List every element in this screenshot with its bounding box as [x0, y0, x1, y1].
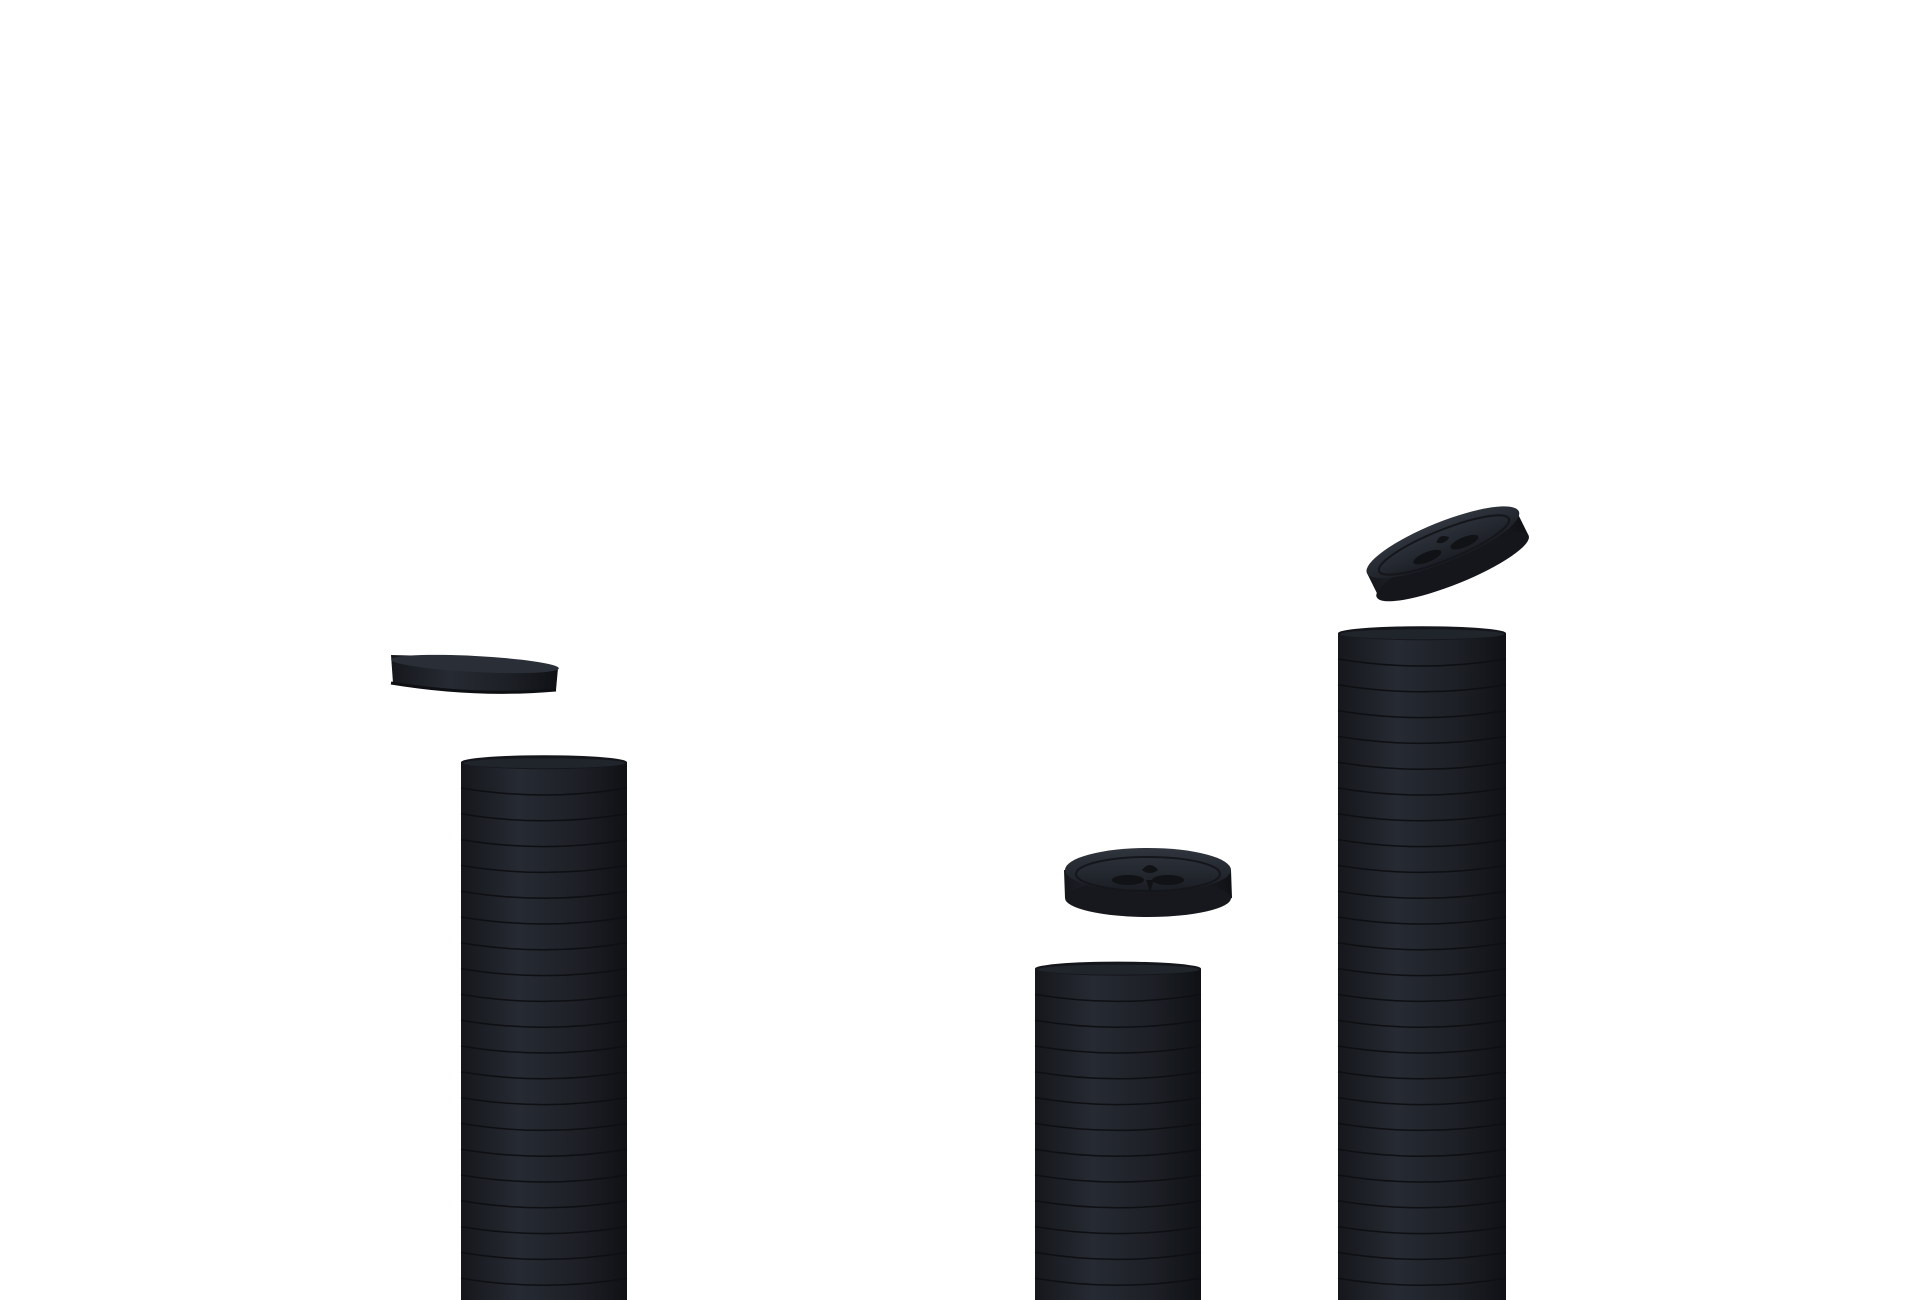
stacked-coin [460, 839, 628, 874]
stacked-coin [1337, 813, 1507, 848]
stacked-coin [460, 1046, 628, 1080]
falling-coin-left [390, 654, 559, 694]
stacked-coin [460, 942, 628, 977]
stacked-coin [1034, 1226, 1202, 1261]
coin-stack-middle [1034, 961, 1202, 1300]
stacked-coin [1337, 1200, 1507, 1235]
stacked-coin [460, 1175, 628, 1209]
stacked-coin [1337, 1046, 1507, 1080]
stacked-coin [460, 891, 628, 925]
stacked-coin [460, 813, 628, 848]
stacked-coin [460, 1226, 628, 1261]
stacked-coin [460, 1123, 628, 1157]
stacked-coin [1337, 994, 1507, 1028]
stacked-coin [1034, 1175, 1202, 1209]
stacked-coin [1337, 1020, 1507, 1054]
stacked-coin [460, 1252, 628, 1286]
stacked-coin [460, 865, 628, 899]
stacked-coin [1337, 633, 1507, 667]
stacked-coin [1337, 1097, 1507, 1132]
stacked-coin [1337, 1226, 1507, 1261]
stacked-coin [1337, 762, 1507, 796]
stacked-coin [1337, 1252, 1507, 1286]
stack-top-rim [1037, 964, 1199, 975]
stacked-coin [1034, 1149, 1202, 1183]
stacked-coin [1034, 1097, 1202, 1132]
stacked-coin [1034, 1046, 1202, 1080]
stacked-coin [460, 1071, 628, 1106]
coin-stack-left [460, 755, 628, 1300]
stacked-coin [1034, 1200, 1202, 1235]
stacked-coin [1034, 1071, 1202, 1106]
stacked-coin [460, 788, 628, 822]
stacked-coin [1034, 1020, 1202, 1054]
coin-emblem-icon [1112, 865, 1184, 892]
stacked-coin [1337, 839, 1507, 874]
stacked-coin [460, 1097, 628, 1132]
coin-stack-right [1337, 626, 1507, 1300]
stacked-coin [1337, 659, 1507, 693]
stacked-coin [1337, 710, 1507, 745]
stacked-coin [1034, 1252, 1202, 1286]
stacked-coin [1337, 1149, 1507, 1183]
stacked-coin [1337, 968, 1507, 1003]
stacked-coin [460, 994, 628, 1028]
stacked-coin [1337, 1123, 1507, 1157]
falling-coin-right [1366, 506, 1529, 602]
stacked-coin [460, 917, 628, 951]
stacked-coin [1337, 942, 1507, 977]
stacked-coin [1337, 1175, 1507, 1209]
stacked-coin [460, 1200, 628, 1235]
coin-emblem-icon [1413, 534, 1479, 565]
stacked-coin [1034, 994, 1202, 1028]
stacked-coin [1337, 736, 1507, 770]
stacked-coin [460, 1149, 628, 1183]
stacked-coin [1337, 891, 1507, 925]
stack-top-rim [463, 758, 625, 769]
stacked-coin [460, 762, 628, 796]
stacked-coin [1034, 1123, 1202, 1157]
stacked-coin [460, 968, 628, 1003]
stack-top-rim [1340, 629, 1504, 640]
stacked-coin [1337, 788, 1507, 822]
stacked-coin [460, 1020, 628, 1054]
stacked-coin [1034, 968, 1202, 1003]
stacked-coin [1337, 917, 1507, 951]
falling-coin-middle [1064, 848, 1232, 917]
stacked-coin [1337, 865, 1507, 899]
stacked-coin [1337, 1071, 1507, 1106]
stacked-coin [1337, 684, 1507, 719]
